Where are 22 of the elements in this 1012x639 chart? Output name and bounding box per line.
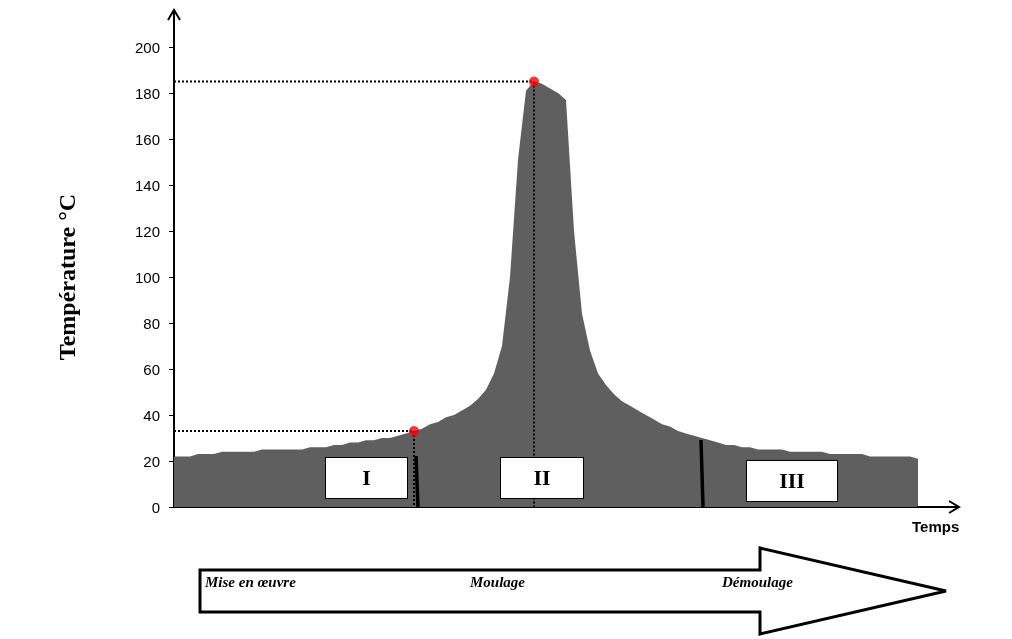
label-box: II [500, 457, 584, 499]
y-axis-title: Température °C [54, 193, 80, 361]
annotation: II [533, 465, 551, 491]
y-tick-label: 80 [143, 314, 160, 332]
y-tick-label: 100 [134, 268, 160, 286]
annotation: I [362, 465, 371, 491]
y-tick-label: 120 [134, 222, 160, 240]
label-box: III [746, 460, 838, 502]
y-tick-label: 40 [143, 406, 160, 424]
y-tick-label: 200 [134, 38, 160, 56]
annotation: III [779, 468, 805, 494]
y-tick-label: 60 [143, 360, 160, 378]
y-tick-label: 140 [134, 176, 160, 194]
text: Démoulage [722, 574, 793, 591]
y-tick-label: 160 [134, 130, 160, 148]
y-tick-label: 180 [134, 84, 160, 102]
y-tick-label: 20 [143, 452, 160, 470]
text: Mise en œuvre [205, 574, 296, 591]
x-axis-title: Temps [912, 518, 960, 535]
label-box: I [325, 457, 408, 499]
text: Moulage [470, 574, 526, 591]
y-tick-label: 0 [151, 498, 160, 516]
